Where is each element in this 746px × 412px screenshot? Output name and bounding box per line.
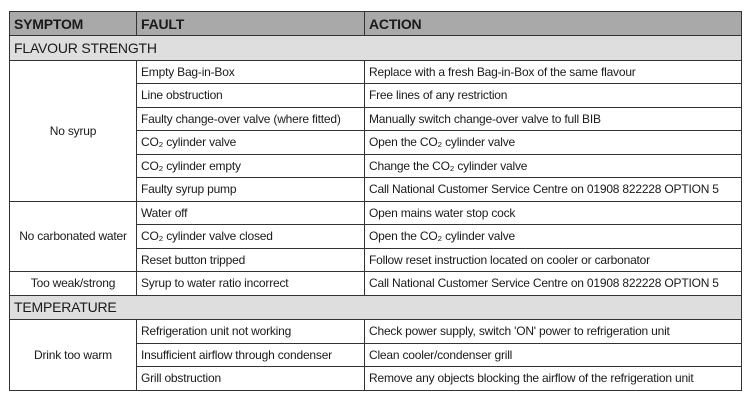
action-cell: Replace with a fresh Bag-in-Box of the s…: [364, 59, 742, 84]
fault-cell: CO₂ cylinder valve closed: [136, 224, 365, 249]
fault-cell: CO₂ cylinder valve: [136, 130, 365, 155]
symptom-cell: Drink too warm: [9, 319, 137, 391]
fault-cell: Insufficient airflow through condenser: [136, 342, 365, 367]
action-cell: Open the CO₂ cylinder valve: [364, 130, 742, 155]
header-action: ACTION: [364, 11, 742, 36]
fault-cell: Water off: [136, 200, 365, 225]
table-row: Too weak/strong Syrup to water ratio inco…: [9, 271, 742, 296]
fault-cell: Line obstruction: [136, 83, 365, 108]
action-cell: Follow reset instruction located on cool…: [364, 247, 742, 272]
table-row: No carbonated water Water off Open mains w…: [9, 200, 742, 272]
action-cell: Call National Customer Service Centre on…: [364, 271, 742, 296]
symptom-cell: No carbonated water: [9, 200, 137, 272]
fault-cell: Refrigeration unit not working: [136, 319, 365, 344]
table-row: Faulty syrup pump Call National Customer …: [10, 177, 742, 202]
action-cell: Call National Customer Service Centre on…: [364, 177, 742, 202]
action-cell: Open the CO₂ cylinder valve: [364, 224, 742, 249]
table-row: Insufficient airflow through condenser Cl…: [10, 342, 742, 367]
section-title: FLAVOUR STRENGTH: [9, 35, 742, 61]
table-row: CO₂ cylinder valve Open the CO₂ cylinder …: [10, 130, 742, 155]
table-row: Drink too warm Refrigeration unit not wor…: [9, 319, 742, 391]
troubleshooting-table: SYMPTOM FAULT ACTION FLAVOUR STRENGTH No …: [9, 11, 742, 391]
fault-cell: Faulty change-over valve (where fitted): [136, 106, 365, 131]
action-cell: Clean cooler/condenser grill: [364, 342, 742, 367]
section-title: TEMPERATURE: [9, 294, 742, 320]
table-row: Faulty change-over valve (where fitted) M…: [10, 106, 742, 131]
action-cell: Change the CO₂ cylinder valve: [364, 153, 742, 178]
symptom-cell: No syrup: [9, 59, 137, 202]
table-row: No syrup Empty Bag-in-Box Replace with a f…: [9, 59, 742, 202]
action-cell: Check power supply, switch 'ON' power to…: [364, 319, 742, 344]
fault-cell: Reset button tripped: [136, 247, 365, 272]
header-symptom: SYMPTOM: [9, 11, 137, 36]
symptom-cell: Too weak/strong: [9, 271, 137, 296]
table-row: Grill obstruction Remove any objects bloc…: [10, 366, 742, 391]
fault-cell: Empty Bag-in-Box: [136, 59, 365, 84]
fault-cell: CO₂ cylinder empty: [136, 153, 365, 178]
fault-cell: Grill obstruction: [136, 366, 365, 391]
table-row: Line obstruction Free lines of any restri…: [10, 83, 742, 108]
section-row: FLAVOUR STRENGTH: [9, 35, 742, 61]
section-row: TEMPERATURE: [9, 294, 742, 320]
action-cell: Remove any objects blocking the airflow …: [364, 366, 742, 391]
table-row: Reset button tripped Follow reset instruc…: [10, 247, 742, 272]
action-cell: Manually switch change-over valve to ful…: [364, 106, 742, 131]
header-fault: FAULT: [136, 11, 365, 36]
fault-cell: Faulty syrup pump: [136, 177, 365, 202]
action-cell: Open mains water stop cock: [364, 200, 742, 225]
table-row: CO₂ cylinder valve closed Open the CO₂ cy…: [10, 224, 742, 249]
action-cell: Free lines of any restriction: [364, 83, 742, 108]
table-row: CO₂ cylinder empty Change the CO₂ cylinde…: [10, 153, 742, 178]
fault-cell: Syrup to water ratio incorrect: [136, 271, 365, 296]
header-row: SYMPTOM FAULT ACTION: [9, 11, 742, 36]
